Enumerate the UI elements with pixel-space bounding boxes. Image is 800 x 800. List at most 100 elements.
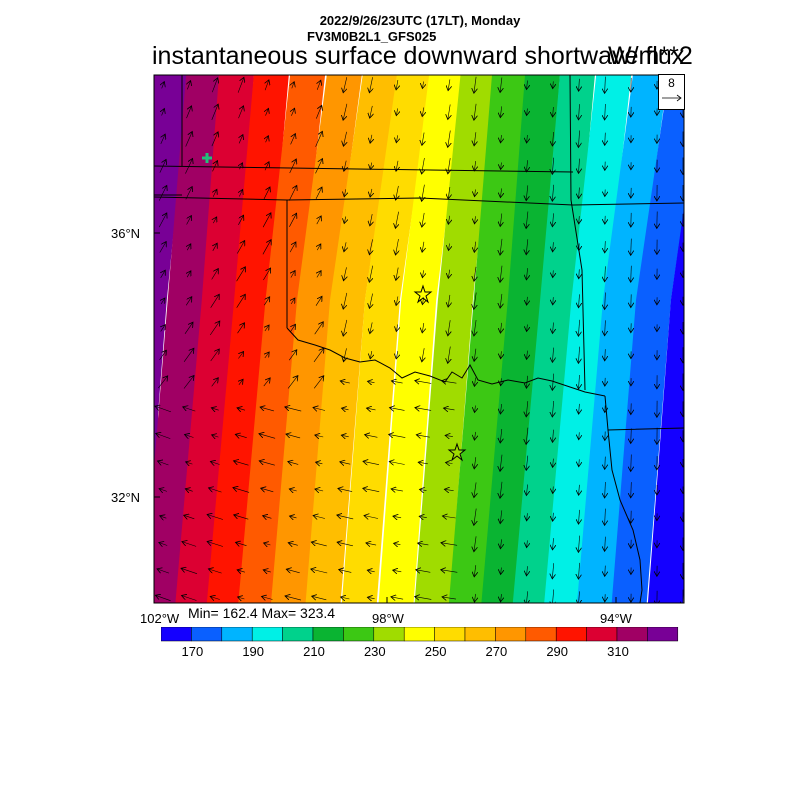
wind-vector — [182, 596, 197, 601]
wind-vector — [526, 455, 528, 471]
wind-vector — [501, 594, 502, 602]
wind-vector — [236, 267, 246, 282]
wind-vector — [187, 81, 190, 90]
border-missouri-oklahoma — [572, 202, 684, 206]
wind-vector — [158, 376, 167, 389]
wind-vector — [237, 77, 244, 93]
wind-vector — [552, 589, 553, 603]
wind-vector — [342, 408, 349, 410]
colorbar — [161, 627, 679, 642]
wind-vector — [391, 381, 403, 383]
plot-frame — [153, 74, 685, 604]
wind-vector — [265, 80, 269, 91]
wind-vector — [418, 462, 428, 464]
wind-vector — [500, 539, 501, 548]
wind-vector — [605, 508, 606, 526]
wind-vector — [238, 597, 245, 599]
colorbar-swatch — [616, 627, 648, 642]
wind-vector — [448, 346, 451, 364]
lat-label-32n: 32°N — [111, 490, 141, 505]
wind-vector — [184, 515, 195, 519]
wind-vector — [415, 408, 432, 411]
wind-vector — [474, 348, 476, 362]
reference-vector-arrow — [662, 94, 682, 102]
wind-vector — [396, 135, 397, 142]
wind-vector — [396, 185, 399, 200]
wind-vector — [416, 435, 430, 437]
colorbar-swatch — [251, 627, 283, 642]
wind-vector — [441, 543, 458, 546]
wind-vector — [184, 322, 193, 334]
flux-band — [206, 75, 289, 603]
wind-vector — [187, 244, 191, 251]
wind-vector — [236, 294, 246, 308]
wind-vector — [579, 484, 580, 495]
wind-vector — [552, 347, 553, 363]
wind-vector — [213, 189, 217, 197]
wind-vector — [553, 538, 554, 550]
wind-vector — [422, 132, 424, 146]
wind-vector — [263, 516, 272, 519]
border-sabine-river — [607, 429, 643, 603]
wind-vector — [419, 516, 427, 517]
wind-vector — [240, 163, 243, 170]
colorbar-swatch — [161, 627, 192, 642]
wind-vector — [235, 434, 247, 437]
wind-vector — [364, 516, 379, 519]
wind-vector — [368, 381, 375, 382]
wind-vector — [526, 375, 527, 388]
wind-vector — [396, 267, 398, 281]
wind-vector — [289, 213, 296, 227]
wind-vector — [210, 462, 220, 465]
wind-vector — [236, 542, 247, 545]
wind-vector — [313, 516, 325, 519]
wind-vector — [501, 162, 502, 170]
wind-vector — [474, 482, 476, 497]
wind-vector — [553, 429, 554, 443]
wind-vector — [288, 185, 297, 201]
wind-vector — [442, 381, 457, 383]
wind-vector — [369, 265, 372, 283]
border-oklahoma-north — [154, 196, 574, 206]
wind-vector — [442, 516, 456, 518]
wind-vector — [442, 597, 457, 599]
wind-vector — [605, 241, 606, 253]
wind-vector — [474, 241, 475, 253]
wind-vector — [605, 456, 606, 470]
wind-vector — [234, 515, 249, 520]
wind-vector — [262, 213, 271, 228]
wind-vector — [344, 242, 346, 251]
wind-vector — [631, 428, 632, 444]
wind-vector — [500, 454, 502, 472]
wind-vector — [212, 78, 217, 93]
wind-vector — [239, 135, 243, 144]
wind-vector — [367, 597, 375, 598]
wind-vector — [234, 461, 249, 466]
wind-vector — [396, 160, 398, 171]
colorbar-tick-label: 190 — [242, 644, 265, 659]
wind-vector — [448, 104, 450, 120]
wind-vector — [288, 543, 298, 546]
flux-band — [577, 75, 668, 603]
flux-band — [647, 207, 684, 603]
flux-band — [512, 75, 595, 603]
wind-vector — [263, 570, 271, 572]
wind-vector — [344, 267, 347, 280]
wind-vector — [343, 131, 346, 146]
wind-vector — [212, 435, 219, 437]
wind-vector — [527, 350, 528, 360]
wind-vector — [290, 134, 296, 145]
wind-vector — [501, 351, 502, 358]
wind-vector — [605, 103, 606, 120]
wind-vector — [389, 434, 406, 437]
reference-vector-label: 8 — [668, 76, 675, 90]
wind-vector — [185, 297, 192, 306]
wind-vector — [579, 432, 580, 439]
flux-band — [544, 75, 632, 603]
wind-vector — [315, 159, 323, 174]
wind-vector — [159, 489, 168, 492]
wind-vector — [210, 349, 220, 362]
wind-vector — [158, 185, 167, 201]
wind-vector — [259, 434, 276, 439]
wind-vector — [287, 376, 298, 389]
